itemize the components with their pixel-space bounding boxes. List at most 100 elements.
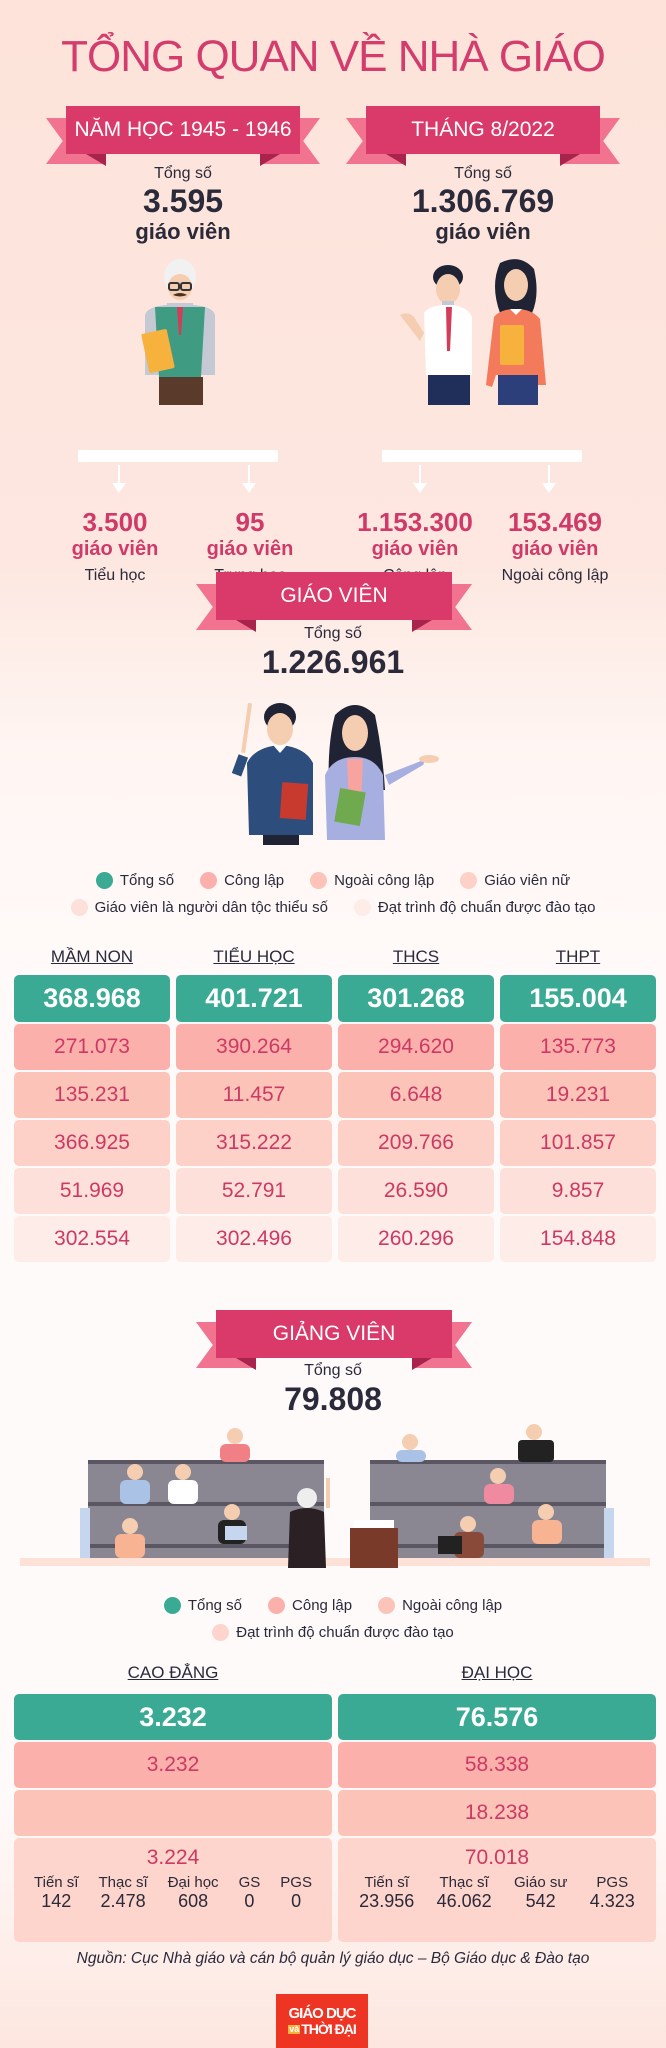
ribbon-giang-vien: GIẢNG VIÊN <box>196 1310 472 1370</box>
cell-dan-toc-mam-non: 51.969 <box>14 1168 170 1214</box>
breakdown-value: 1.153.300 <box>357 507 473 537</box>
arrow-down-icon <box>112 465 126 493</box>
lecturers-legend: Tổng số Công lập Ngoài công lập Đạt trìn… <box>0 1597 666 1641</box>
detail-grid: Tiến sĩ 142 Thạc sĩ 2.478 Đại học 608 GS 0 P… <box>14 1874 332 1912</box>
legend-ngoai-cong-lap: Ngoài công lập <box>378 1597 502 1614</box>
teachers-summary: Tổng số 1.226.961 <box>233 625 433 681</box>
cell-chuan-cao-dang: 3.224 Tiến sĩ 142 Thạc sĩ 2.478 Đại học 608… <box>14 1838 332 1942</box>
cell-cong-lap-mam-non: 271.073 <box>14 1024 170 1070</box>
logo-line-2: THỜI ĐẠI <box>301 2021 356 2037</box>
ribbon-label: GIÁO VIÊN <box>216 572 452 620</box>
cell-nu-thpt: 101.857 <box>500 1120 656 1166</box>
cell-cong-lap-dai-hoc: 58.338 <box>338 1742 656 1788</box>
detail-value: 142 <box>41 1891 72 1911</box>
cell-total-mam-non: 368.968 <box>14 975 170 1022</box>
cell-chuan-mam-non: 302.554 <box>14 1216 170 1262</box>
total-label: Tổng số <box>154 165 212 182</box>
cell-nu-mam-non: 366.925 <box>14 1120 170 1166</box>
cell-ngoai-cong-lap-cao-dang <box>14 1790 332 1836</box>
detail-label: Tiến sĩ <box>34 1874 79 1891</box>
legend-dot <box>378 1597 396 1614</box>
detail-label: Tiến sĩ <box>364 1874 409 1891</box>
breakdown-value: 95 <box>235 507 265 537</box>
cell-dan-toc-thpt: 9.857 <box>500 1168 656 1214</box>
logo-line-2-prefix: và <box>288 2023 301 2034</box>
cell-nu-thcs: 209.766 <box>338 1120 494 1166</box>
arrow-down-icon <box>413 465 427 493</box>
cell-cong-lap-tieu-hoc: 390.264 <box>176 1024 332 1070</box>
ribbon-label: GIẢNG VIÊN <box>216 1310 452 1358</box>
cell-dan-toc-tieu-hoc: 52.791 <box>176 1168 332 1214</box>
detail-label: Giáo sư <box>513 1874 568 1891</box>
ribbon-1945: NĂM HỌC 1945 - 1946 <box>46 106 320 166</box>
breakdown-value: 153.469 <box>508 507 602 537</box>
detail-label: GS <box>238 1874 261 1891</box>
detail-tien-si: Tiến sĩ 142 <box>34 1874 78 1912</box>
logo-line-2-wrap: và THỜI ĐẠI <box>288 2021 357 2037</box>
col-head-mam-non: MẦM NON <box>50 947 134 966</box>
ribbon-label: NĂM HỌC 1945 - 1946 <box>66 106 300 154</box>
detail-label: Thạc sĩ <box>98 1874 148 1891</box>
breakdown-tieu-hoc: 3.500 giáo viên Tiểu học <box>50 507 180 585</box>
cell-ngoai-cong-lap-dai-hoc: 18.238 <box>338 1790 656 1836</box>
total-label: Tổng số <box>454 165 512 182</box>
legend-label: Đạt trình độ chuẩn được đào tạo <box>236 1624 454 1641</box>
cell-nu-tieu-hoc: 315.222 <box>176 1120 332 1166</box>
legend-dot <box>310 872 328 889</box>
ribbon-2022: THÁNG 8/2022 <box>346 106 620 166</box>
col-head-thcs: THCS <box>392 947 440 966</box>
detail-pgs: PGS 4.323 <box>590 1874 635 1912</box>
detail-label: PGS <box>596 1874 629 1891</box>
publisher-logo: GIÁO DỤC và THỜI ĐẠI <box>276 1994 368 2048</box>
legend-label: Đạt trình độ chuẩn được đào tạo <box>377 899 596 916</box>
legend-dot <box>70 899 88 916</box>
teachers-illustration <box>231 702 439 845</box>
detail-value: 608 <box>178 1891 209 1911</box>
breakdown-label: Tiểu học <box>84 567 146 584</box>
cell-ngoai-cong-lap-tieu-hoc: 11.457 <box>176 1072 332 1118</box>
detail-label: Đại học <box>167 1874 219 1891</box>
cell-total-dai-hoc: 76.576 <box>338 1694 656 1740</box>
legend-row-1: Tổng số Công lập Ngoài công lập <box>0 1597 666 1614</box>
legend-cong-lap: Công lập <box>268 1597 352 1614</box>
legend-dot <box>353 899 371 916</box>
legend-row-1: Tổng số Công lập Ngoài công lập Giáo viê… <box>0 872 666 889</box>
legend-dot <box>268 1597 286 1614</box>
legend-chuan: Đạt trình độ chuẩn được đào tạo <box>353 899 596 916</box>
detail-label: Thạc sĩ <box>439 1874 489 1891</box>
detail-value: 23.956 <box>359 1891 415 1911</box>
legend-giao-vien-nu: Giáo viên nữ <box>460 872 570 889</box>
legend-tong-so: Tổng số <box>163 1597 242 1614</box>
lecturers-summary: Tổng số 79.808 <box>233 1362 433 1418</box>
breakdown-unit: giáo viên <box>371 538 459 560</box>
breakdown-ngoai-cong-lap: 153.469 giáo viên Ngoài công lập <box>485 507 625 585</box>
overview-left-summary: Tổng số 3.595 giáo viên <box>83 165 283 245</box>
logo-line-1: GIÁO DỤC <box>288 2005 357 2022</box>
overview-right-bar <box>382 450 582 462</box>
legend-label: Ngoài công lập <box>402 1597 503 1614</box>
cell-ngoai-cong-lap-mam-non: 135.231 <box>14 1072 170 1118</box>
legend-ngoai-cong-lap: Ngoài công lập <box>310 872 434 889</box>
chuan-value: 3.224 <box>146 1846 200 1869</box>
cell-total-tieu-hoc: 401.721 <box>176 975 332 1022</box>
breakdown-unit: giáo viên <box>71 538 159 560</box>
detail-value: 542 <box>525 1891 556 1911</box>
cell-cong-lap-thcs: 294.620 <box>338 1024 494 1070</box>
total-value: 1.226.961 <box>261 644 405 680</box>
legend-row-2: Đạt trình độ chuẩn được đào tạo <box>0 1624 666 1641</box>
breakdown-unit: giáo viên <box>511 538 599 560</box>
cell-cong-lap-thpt: 135.773 <box>500 1024 656 1070</box>
ribbon-label: THÁNG 8/2022 <box>366 106 600 154</box>
breakdown-unit: giáo viên <box>206 538 294 560</box>
source-note: Nguồn: Cục Nhà giáo và cán bộ quản lý gi… <box>76 1950 590 1967</box>
detail-label: PGS <box>280 1874 312 1891</box>
legend-dot <box>200 872 218 889</box>
cell-ngoai-cong-lap-thpt: 19.231 <box>500 1072 656 1118</box>
breakdown-label: Ngoài công lập <box>501 567 609 584</box>
chuan-value: 70.018 <box>464 1846 530 1869</box>
detail-value: 2.478 <box>100 1891 146 1911</box>
overview-left-bar <box>78 450 278 462</box>
cell-chuan-thpt: 154.848 <box>500 1216 656 1262</box>
legend-dot <box>212 1624 230 1641</box>
arrow-down-icon <box>542 465 556 493</box>
